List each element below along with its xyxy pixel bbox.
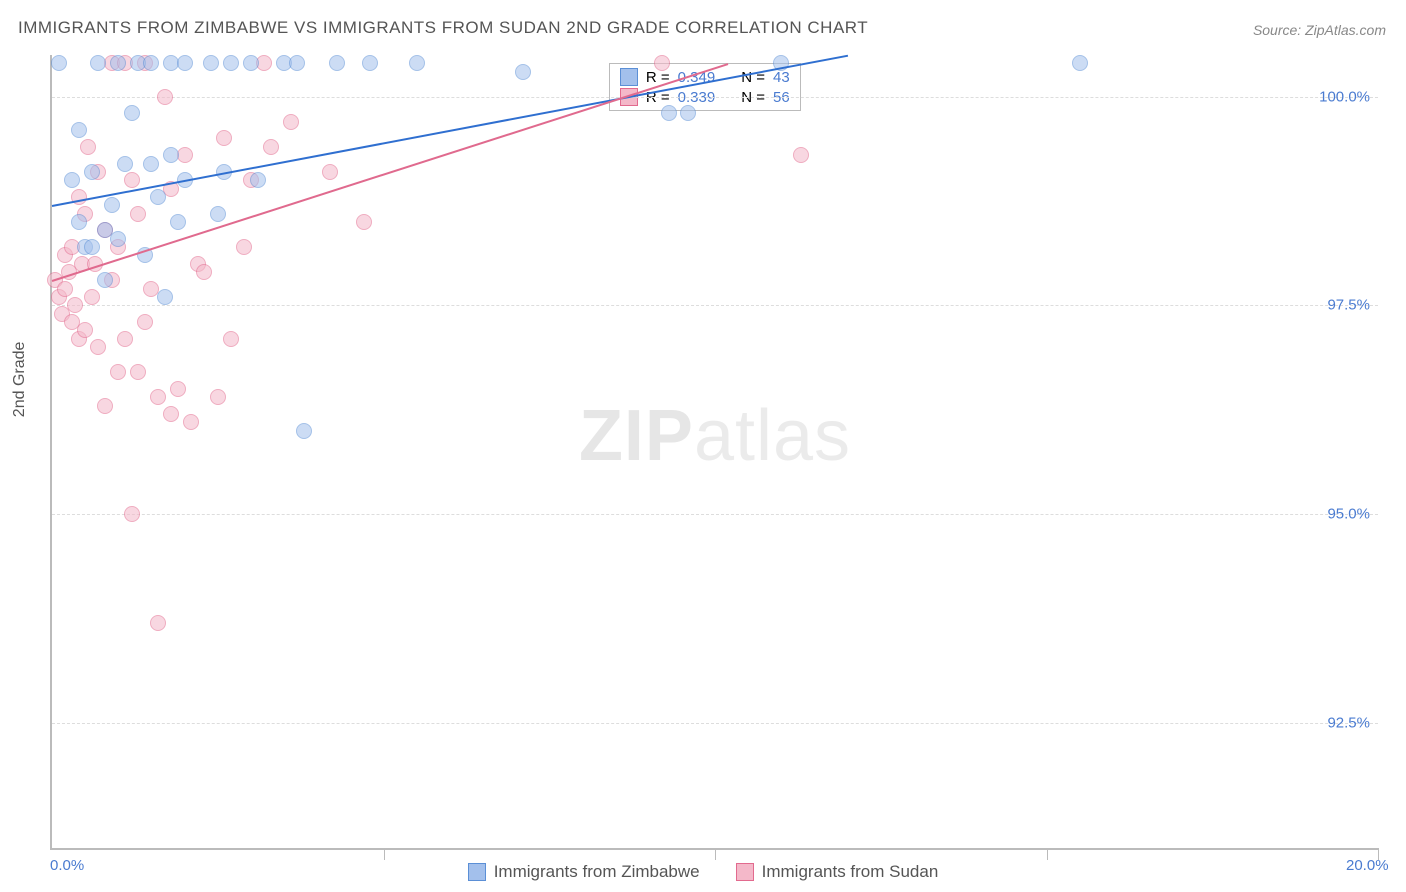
scatter-point-zimbabwe <box>117 156 133 172</box>
scatter-point-sudan <box>117 331 133 347</box>
legend-swatch <box>736 863 754 881</box>
scatter-point-zimbabwe <box>124 105 140 121</box>
scatter-point-sudan <box>170 381 186 397</box>
scatter-point-sudan <box>80 139 96 155</box>
x-tick <box>715 848 716 860</box>
gridline-horizontal <box>52 723 1378 724</box>
legend-swatch <box>620 68 638 86</box>
gridline-horizontal <box>52 514 1378 515</box>
watermark: ZIPatlas <box>579 395 851 477</box>
scatter-point-zimbabwe <box>84 239 100 255</box>
scatter-point-zimbabwe <box>661 105 677 121</box>
scatter-point-zimbabwe <box>97 272 113 288</box>
scatter-point-sudan <box>130 206 146 222</box>
scatter-point-zimbabwe <box>210 206 226 222</box>
legend-item: Immigrants from Sudan <box>736 862 939 882</box>
scatter-point-zimbabwe <box>150 189 166 205</box>
scatter-point-zimbabwe <box>104 197 120 213</box>
scatter-point-zimbabwe <box>90 55 106 71</box>
scatter-point-sudan <box>322 164 338 180</box>
x-tick-label: 0.0% <box>50 857 84 874</box>
scatter-point-sudan <box>236 239 252 255</box>
scatter-point-sudan <box>124 172 140 188</box>
y-tick-label: 95.0% <box>1327 506 1370 523</box>
scatter-point-sudan <box>163 406 179 422</box>
y-axis-title: 2nd Grade <box>11 342 29 418</box>
scatter-point-sudan <box>283 114 299 130</box>
x-tick-label: 20.0% <box>1346 857 1389 874</box>
chart-plot-area: ZIPatlas R =0.349N =43R =0.339N =56 92.5… <box>50 55 1378 850</box>
scatter-point-sudan <box>124 506 140 522</box>
legend-item: Immigrants from Zimbabwe <box>468 862 700 882</box>
scatter-point-zimbabwe <box>250 172 266 188</box>
scatter-point-sudan <box>57 281 73 297</box>
x-tick <box>384 848 385 860</box>
scatter-point-sudan <box>216 130 232 146</box>
legend-label: Immigrants from Sudan <box>762 862 939 882</box>
series-legend: Immigrants from Zimbabwe Immigrants from … <box>0 862 1406 882</box>
scatter-point-sudan <box>150 389 166 405</box>
scatter-point-sudan <box>223 331 239 347</box>
scatter-point-sudan <box>110 364 126 380</box>
scatter-point-zimbabwe <box>203 55 219 71</box>
scatter-point-sudan <box>130 364 146 380</box>
scatter-point-sudan <box>137 314 153 330</box>
scatter-point-zimbabwe <box>223 55 239 71</box>
scatter-point-zimbabwe <box>296 423 312 439</box>
scatter-point-zimbabwe <box>71 122 87 138</box>
scatter-point-sudan <box>90 339 106 355</box>
scatter-point-sudan <box>84 289 100 305</box>
y-tick-label: 92.5% <box>1327 714 1370 731</box>
scatter-point-sudan <box>263 139 279 155</box>
scatter-point-zimbabwe <box>84 164 100 180</box>
scatter-point-zimbabwe <box>110 55 126 71</box>
x-tick <box>1047 848 1048 860</box>
scatter-point-zimbabwe <box>110 231 126 247</box>
legend-label: Immigrants from Zimbabwe <box>494 862 700 882</box>
watermark-light: atlas <box>694 396 851 476</box>
scatter-point-zimbabwe <box>409 55 425 71</box>
scatter-point-sudan <box>77 322 93 338</box>
trendline-series1 <box>52 55 848 207</box>
scatter-point-zimbabwe <box>64 172 80 188</box>
scatter-point-zimbabwe <box>71 214 87 230</box>
scatter-point-sudan <box>793 147 809 163</box>
chart-title: IMMIGRANTS FROM ZIMBABWE VS IMMIGRANTS F… <box>18 18 868 38</box>
gridline-horizontal <box>52 305 1378 306</box>
scatter-point-sudan <box>356 214 372 230</box>
watermark-bold: ZIP <box>579 396 694 476</box>
scatter-point-sudan <box>196 264 212 280</box>
scatter-point-sudan <box>67 297 83 313</box>
scatter-point-zimbabwe <box>329 55 345 71</box>
scatter-point-zimbabwe <box>515 64 531 80</box>
scatter-point-zimbabwe <box>362 55 378 71</box>
scatter-point-sudan <box>654 55 670 71</box>
scatter-point-zimbabwe <box>243 55 259 71</box>
scatter-point-sudan <box>97 398 113 414</box>
gridline-horizontal <box>52 97 1378 98</box>
scatter-point-zimbabwe <box>157 289 173 305</box>
scatter-point-sudan <box>157 89 173 105</box>
scatter-point-sudan <box>183 414 199 430</box>
scatter-point-zimbabwe <box>143 156 159 172</box>
scatter-point-zimbabwe <box>163 147 179 163</box>
scatter-point-zimbabwe <box>51 55 67 71</box>
y-tick-label: 100.0% <box>1319 88 1370 105</box>
scatter-point-zimbabwe <box>680 105 696 121</box>
scatter-point-zimbabwe <box>143 55 159 71</box>
scatter-point-zimbabwe <box>177 55 193 71</box>
scatter-point-zimbabwe <box>1072 55 1088 71</box>
y-tick-label: 97.5% <box>1327 297 1370 314</box>
legend-swatch <box>468 863 486 881</box>
scatter-point-zimbabwe <box>170 214 186 230</box>
scatter-point-sudan <box>150 615 166 631</box>
source-label: Source: ZipAtlas.com <box>1253 22 1386 38</box>
scatter-point-sudan <box>210 389 226 405</box>
scatter-point-zimbabwe <box>289 55 305 71</box>
